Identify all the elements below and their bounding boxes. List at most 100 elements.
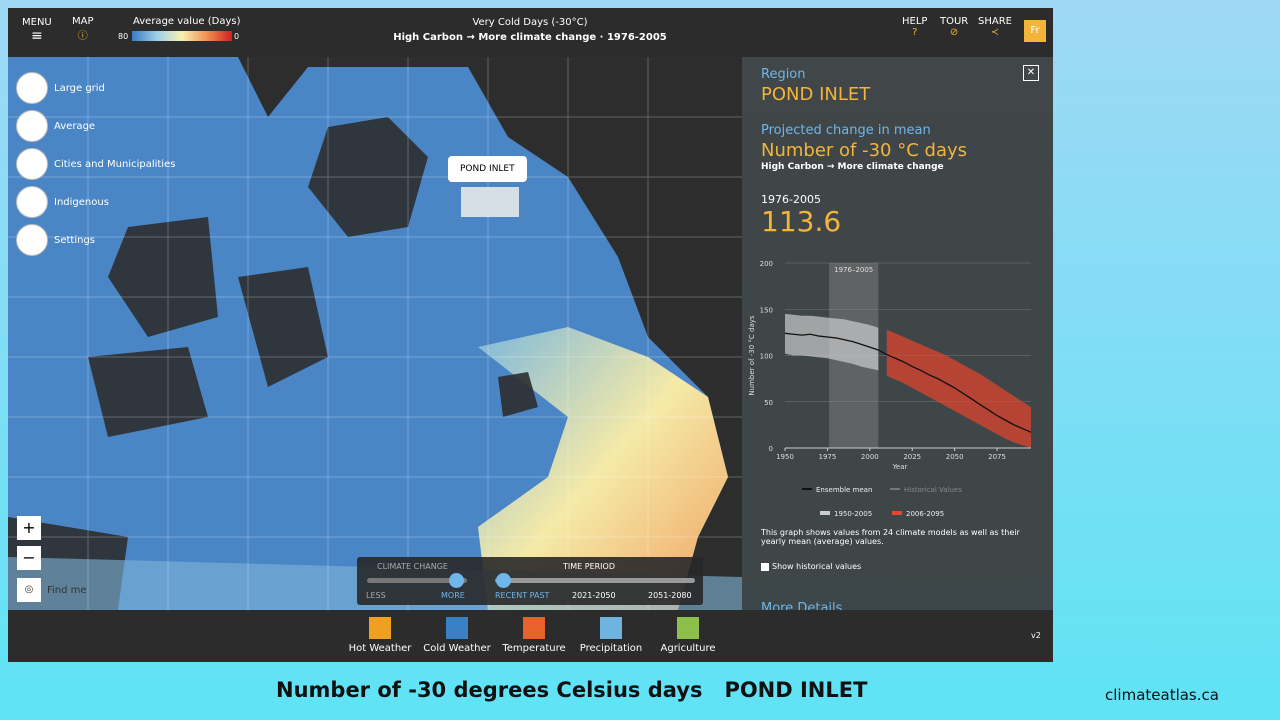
map-button[interactable]: MAP ⓘ xyxy=(72,16,94,42)
x-axis-label: Year xyxy=(892,463,908,471)
variable-name: Number of -30 °C days xyxy=(761,140,967,161)
tool-label: Cities and Municipalities xyxy=(54,158,176,170)
climate-slider[interactable] xyxy=(367,578,467,583)
y-tick-label: 150 xyxy=(760,306,773,314)
mean-line xyxy=(784,332,1032,433)
legend-scale xyxy=(132,31,232,41)
language-button[interactable]: Fr xyxy=(1024,20,1046,42)
climate-knob[interactable] xyxy=(449,573,464,588)
scenario-label: High Carbon → More climate change xyxy=(761,162,944,172)
less-label: LESS xyxy=(366,591,386,600)
x-tick-label: 2050 xyxy=(946,453,964,461)
period-label: 2021-2050 xyxy=(572,591,616,600)
map-popup: POND INLET xyxy=(448,156,527,182)
x-tick-label: 1950 xyxy=(776,453,794,461)
caption-region: POND INLET xyxy=(724,678,868,702)
category-icon xyxy=(600,617,622,639)
x-tick-label: 2025 xyxy=(903,453,921,461)
x-tick-label: 2075 xyxy=(988,453,1006,461)
range-area xyxy=(886,329,1031,448)
tool-button[interactable]: Cities and Municipalities xyxy=(16,148,175,180)
category-icon xyxy=(523,617,545,639)
category-icon xyxy=(446,617,468,639)
help-button[interactable]: HELP? xyxy=(902,16,928,38)
category-label: Temperature xyxy=(502,643,566,654)
historical-checkbox[interactable]: Show historical values xyxy=(761,562,861,571)
tour-button[interactable]: TOUR ⊘ xyxy=(940,16,969,38)
period-band-label: 1976–2005 xyxy=(834,266,873,274)
category-label: Precipitation xyxy=(579,643,643,654)
map-title: Very Cold Days (-30°C) xyxy=(472,17,588,28)
legend-low: 80 xyxy=(118,32,129,41)
change: More climate change xyxy=(478,32,597,43)
legend-label: Historical Values xyxy=(904,486,962,494)
caption-text: Number of -30 degrees Celsius days xyxy=(276,678,703,702)
caption: Number of -30 degrees Celsius days POND … xyxy=(276,678,867,702)
category-button[interactable]: Cold Weather xyxy=(417,617,497,654)
map-subtitle: High Carbon → More climate change · 1976… xyxy=(393,32,667,43)
tool-button[interactable]: Average xyxy=(16,110,95,142)
legend-label: 2006-2095 xyxy=(906,510,944,518)
category-icon xyxy=(369,617,391,639)
time-control: CLIMATE CHANGE TIME PERIOD LESS MORE REC… xyxy=(357,557,703,605)
menu-button[interactable]: MENU ≡ xyxy=(22,17,52,44)
legend-high: 0 xyxy=(234,32,240,41)
category-icon xyxy=(677,617,699,639)
find-label: Find me xyxy=(47,584,87,596)
version: v2 xyxy=(1031,631,1041,640)
tool-label: Indigenous xyxy=(54,196,109,208)
period-label: 2051-2080 xyxy=(648,591,692,600)
mean-value: 113.6 xyxy=(761,205,842,238)
tool-icon xyxy=(16,72,48,104)
help-label: HELP xyxy=(902,16,928,27)
category-button[interactable]: Precipitation xyxy=(571,617,651,654)
checkbox-label: Show historical values xyxy=(772,562,862,571)
time-knob[interactable] xyxy=(496,573,511,588)
tool-icon xyxy=(16,224,48,256)
y-tick-label: 50 xyxy=(764,399,773,407)
find-me[interactable]: ◎ Find me xyxy=(17,578,87,602)
period: 1976-2005 xyxy=(606,32,667,43)
region-label: Region xyxy=(761,67,806,82)
caption-site: climateatlas.ca xyxy=(1105,686,1219,704)
legend-title: Average value (Days) xyxy=(133,16,241,27)
more-details[interactable]: More Details xyxy=(761,601,843,610)
tool-button[interactable]: Indigenous xyxy=(16,186,109,218)
time-title: TIME PERIOD xyxy=(563,562,615,571)
x-tick-label: 1975 xyxy=(818,453,836,461)
chart: 0 50 100 150 200 1950 1975 2000 2025 2050 2075 1976… xyxy=(748,260,1032,518)
tool-button[interactable]: Settings xyxy=(16,224,95,256)
y-tick-label: 100 xyxy=(760,353,773,361)
tool-icon xyxy=(16,148,48,180)
projected-label: Projected change in mean xyxy=(761,123,931,138)
legend-label: 1950-2005 xyxy=(834,510,872,518)
y-axis-label: Number of -30 °C days xyxy=(748,315,756,395)
period-label: 1976-2005 xyxy=(761,193,821,206)
category-label: Cold Weather xyxy=(423,643,491,654)
x-tick-label: 2000 xyxy=(861,453,879,461)
legend-label: Ensemble mean xyxy=(816,486,872,494)
share-button[interactable]: SHARE ≺ xyxy=(978,16,1012,38)
close-button[interactable]: ✕ xyxy=(1023,65,1039,81)
range-area xyxy=(785,313,879,371)
category-button[interactable]: Hot Weather xyxy=(340,617,420,654)
category-button[interactable]: Agriculture xyxy=(648,617,728,654)
chart-note: This graph shows values from 24 climate … xyxy=(761,528,1020,546)
category-button[interactable]: Temperature xyxy=(494,617,574,654)
category-label: Hot Weather xyxy=(348,643,412,654)
tool-label: Settings xyxy=(54,234,96,246)
category-label: Agriculture xyxy=(660,643,716,654)
climate-title: CLIMATE CHANGE xyxy=(377,562,448,571)
tour-label: TOUR xyxy=(940,16,969,27)
zoom-in[interactable]: + xyxy=(17,516,41,540)
period-label: RECENT PAST xyxy=(495,591,550,600)
tool-button[interactable]: Large grid xyxy=(16,72,105,104)
time-slider[interactable] xyxy=(495,578,695,583)
menu-label: MENU xyxy=(22,17,52,28)
more-label: MORE xyxy=(441,591,465,600)
map-label: MAP xyxy=(72,16,94,27)
zoom-out[interactable]: − xyxy=(17,546,41,570)
map xyxy=(8,57,742,610)
tool-icon xyxy=(16,110,48,142)
y-tick-label: 200 xyxy=(760,260,773,268)
